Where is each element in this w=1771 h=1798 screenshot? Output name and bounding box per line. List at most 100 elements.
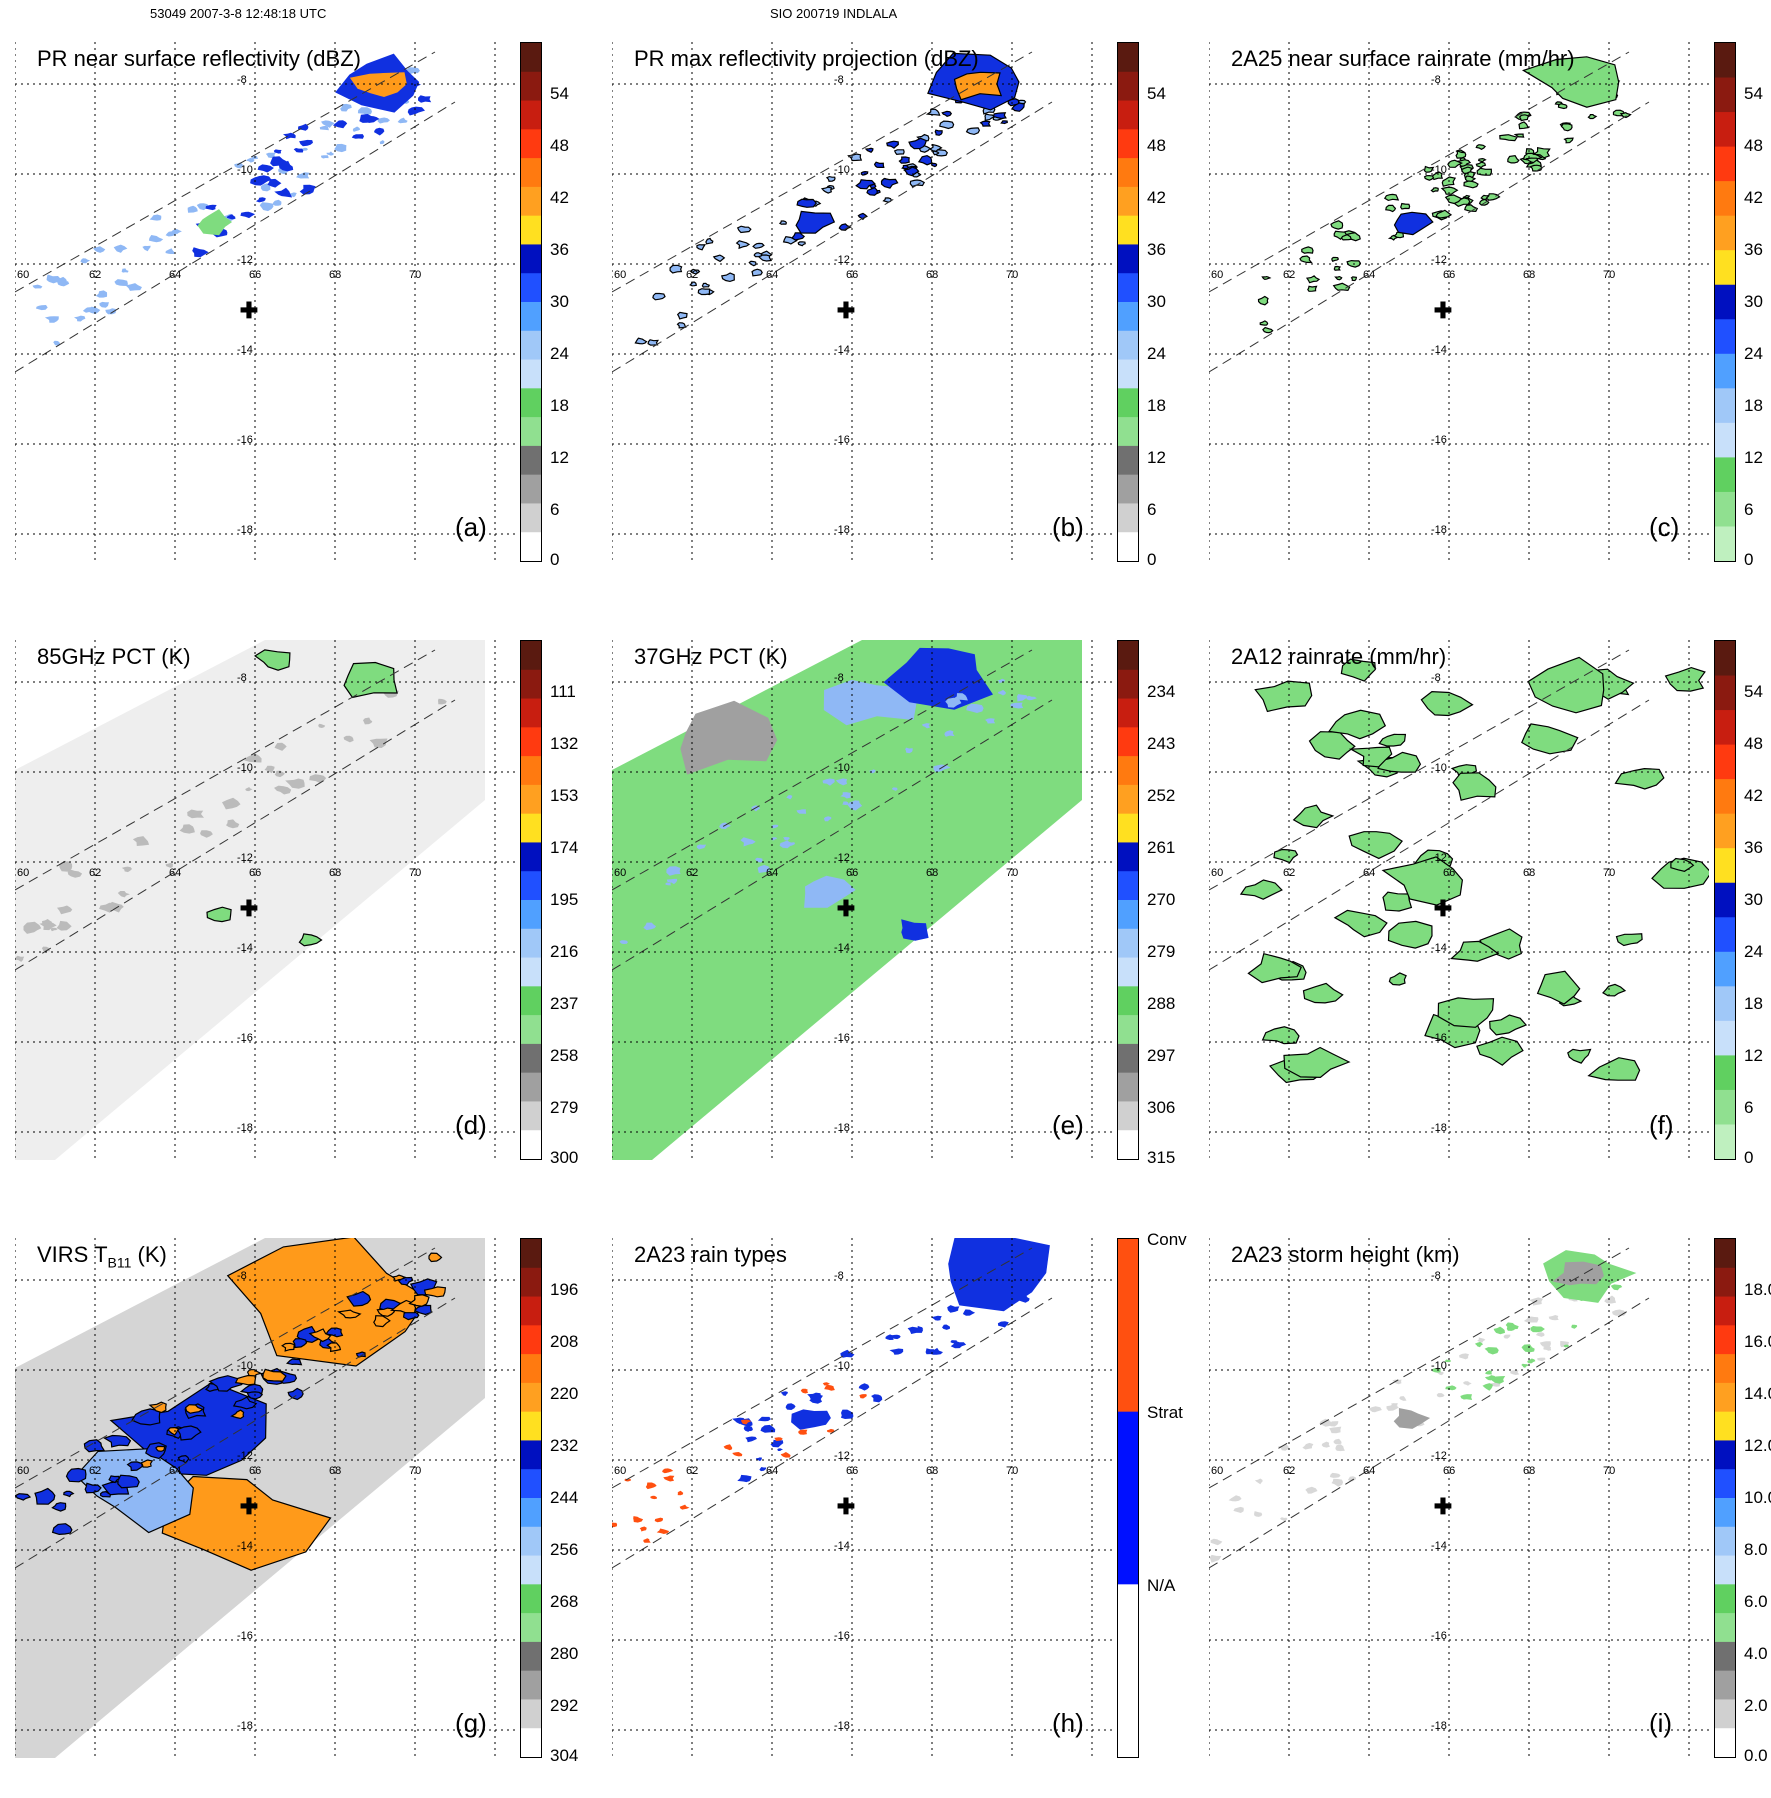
rain-cell — [1257, 295, 1269, 306]
storm-center-cross-icon: ✚ — [240, 298, 258, 323]
latitude-label: -16 — [1431, 1032, 1447, 1044]
rain-cell — [1331, 256, 1340, 262]
rain-cell — [743, 1426, 753, 1432]
rain-cell — [737, 1474, 752, 1483]
colorbar-segment — [521, 641, 541, 671]
rain-cell — [226, 214, 236, 220]
colorbar-segment — [521, 669, 541, 700]
rain-cell — [155, 1445, 166, 1452]
colorbar-tick-label: 30 — [1744, 890, 1763, 909]
colorbar-segment — [1118, 1296, 1138, 1355]
rain-cell — [108, 901, 124, 913]
panel-title-tail: (K) — [131, 1242, 167, 1267]
latitude-label: -14 — [834, 1540, 850, 1552]
colorbar-segment — [521, 1382, 541, 1413]
rain-cell — [669, 264, 683, 274]
rain-cell — [1560, 123, 1573, 132]
rain-cell — [1477, 157, 1487, 163]
map-area: 60 62 64 66 68 70 -8 -10 -12 -14 -16 -18 ✚ — [612, 640, 1112, 1160]
colorbar-tick-label: 36 — [550, 240, 569, 259]
latitude-label: -10 — [237, 762, 253, 774]
longitude-label: 60 — [1211, 269, 1223, 281]
latitude-label: -8 — [834, 1270, 844, 1282]
rain-cell — [165, 231, 177, 237]
colorbar-svg — [1715, 1239, 1735, 1757]
rain-cell — [860, 170, 869, 176]
rain-cell — [901, 164, 909, 170]
colorbar-segment — [521, 957, 541, 987]
rain-cell — [783, 837, 790, 841]
colorbar-segment — [1715, 1670, 1735, 1700]
latitude-label: -12 — [237, 254, 253, 266]
convective-cell — [254, 649, 291, 671]
panel-d: 60 62 64 66 68 70 -8 -10 -12 -14 -16 -18 ✚ 85GHz PCT … — [15, 640, 615, 1200]
rain-cell — [334, 143, 347, 153]
colorbar-tick-label: 18 — [1744, 396, 1763, 415]
rain-cell — [1430, 187, 1439, 193]
rain-cell — [222, 797, 241, 810]
latitude-label: -10 — [237, 164, 253, 176]
rain-cell — [1510, 1370, 1520, 1375]
colorbar-tick-label: 12 — [1744, 448, 1763, 467]
rain-cell — [67, 869, 83, 878]
colorbar-segment — [1715, 986, 1735, 1022]
rain-cell — [250, 176, 268, 186]
panel-letter-label: (d) — [455, 1110, 487, 1140]
latitude-label: -14 — [237, 1540, 253, 1552]
colorbar-ticks: 18.0 16.0 14.0 12.0 10.0 8.0 6.0 4.0 2.0 0.0 — [1744, 1238, 1771, 1765]
rain-cell — [1557, 103, 1568, 110]
colorbar-segment — [521, 1584, 541, 1614]
rain-cell — [326, 1342, 342, 1353]
colorbar-segment — [521, 474, 541, 504]
map-svg: 60 62 64 66 68 70 -8 -10 -12 -14 -16 -18 ✚ — [612, 42, 1112, 562]
rain-cell — [1444, 1359, 1452, 1363]
colorbar-tick-label: 195 — [550, 890, 579, 909]
map-area: 60 62 64 66 68 70 -8 -10 -12 -14 -16 -18 ✚ — [1209, 640, 1709, 1160]
rain-cell — [1333, 909, 1388, 938]
panel-title: 2A23 storm height (km) — [1231, 1242, 1460, 1267]
colorbar-segment — [1715, 491, 1735, 527]
rain-cell — [176, 1425, 202, 1441]
colorbar-tick-label: 0 — [1744, 550, 1754, 569]
rain-cell — [1239, 879, 1283, 900]
map-svg: 60 62 64 66 68 70 -8 -10 -12 -14 -16 -18 ✚ — [1209, 1238, 1709, 1758]
rain-cell — [274, 785, 292, 795]
rain-cell — [1436, 1393, 1445, 1398]
rain-cell — [256, 197, 266, 203]
rain-cell — [796, 809, 807, 814]
rain-region — [1527, 656, 1605, 714]
rain-cell — [785, 1403, 796, 1410]
rain-cell — [1449, 940, 1500, 962]
latitude-label: -12 — [237, 852, 253, 864]
colorbar-segment — [1715, 388, 1735, 424]
rain-cell — [281, 1342, 295, 1352]
longitude-label: 64 — [1363, 1465, 1375, 1477]
swath-edge-line — [612, 1297, 1053, 1569]
rain-cell — [240, 211, 256, 219]
longitude-label: 68 — [926, 867, 938, 879]
rain-cell — [997, 1321, 1009, 1328]
colorbar-segment — [1118, 273, 1138, 303]
latitude-label: -14 — [1431, 1540, 1447, 1552]
rain-cell — [1259, 320, 1269, 326]
rain-cell — [1615, 933, 1643, 947]
colorbar — [1714, 640, 1736, 1160]
rain-cell — [296, 172, 310, 179]
colorbar-segment — [1715, 813, 1735, 849]
colorbar-segment — [1118, 1411, 1138, 1470]
colorbar-tick-label: 12 — [1147, 448, 1166, 467]
rain-cell — [35, 305, 48, 311]
colorbar-segment — [521, 1613, 541, 1643]
colorbar-segment — [1715, 710, 1735, 746]
colorbar-segment — [521, 158, 541, 188]
longitude-label: 64 — [1363, 269, 1375, 281]
colorbar-segment — [1118, 1130, 1138, 1159]
colorbar-segment — [521, 445, 541, 476]
longitude-label: 70 — [1603, 269, 1615, 281]
latitude-label: -10 — [834, 762, 850, 774]
latitude-label: -12 — [1431, 852, 1447, 864]
rain-cell — [117, 1474, 140, 1489]
storm-region — [1521, 56, 1620, 108]
latitude-label: -16 — [834, 1032, 850, 1044]
rain-cell — [418, 95, 432, 103]
